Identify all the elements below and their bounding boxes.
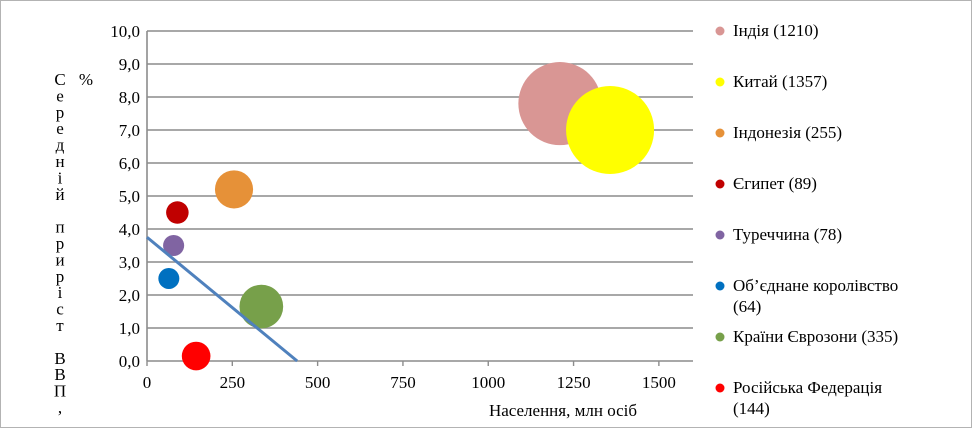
x-tick-label: 500 — [305, 373, 331, 392]
legend-label: Індонезія (255) — [733, 123, 842, 142]
trendline-layer — [146, 236, 299, 363]
bubble — [214, 170, 254, 209]
legend-item: Індонезія (255) — [715, 123, 842, 142]
x-tick-label: 750 — [390, 373, 416, 392]
legend-label: Китай (1357) — [733, 72, 827, 91]
legend-marker — [715, 332, 725, 342]
legend-item: Країни Єврозони (335) — [715, 327, 898, 346]
legend-marker — [715, 128, 725, 138]
legend-label: Об’єднане королівство (64) — [733, 276, 898, 316]
bubbles — [158, 62, 655, 371]
legend-label: Російська Федерація (144) — [733, 378, 882, 418]
legend-marker — [715, 179, 725, 189]
legend-item: Туреччина (78) — [715, 225, 842, 244]
y-tick-label: 6,0 — [119, 154, 140, 173]
y-tick-label: 3,0 — [119, 253, 140, 272]
legend-label: Єгипет (89) — [733, 174, 817, 193]
bubble — [566, 86, 655, 174]
x-tick-label: 1250 — [557, 373, 591, 392]
legend-item: Китай (1357) — [715, 72, 827, 91]
legend-marker — [715, 26, 725, 36]
y-tick-label: 4,0 — [119, 220, 140, 239]
y-tick-label: 8,0 — [119, 88, 140, 107]
y-tick-label: 9,0 — [119, 55, 140, 74]
y-tick-label: 7,0 — [119, 121, 140, 140]
bubble — [166, 201, 189, 224]
bubble — [181, 341, 211, 371]
legend-item: Індія (1210) — [715, 21, 819, 40]
legend-item: Єгипет (89) — [715, 174, 817, 193]
y-tick-label: 0,0 — [119, 352, 140, 371]
legend-label: Країни Єврозони (335) — [733, 327, 898, 346]
legend-item: Російська Федерація (144) — [715, 378, 882, 418]
y-tick-label: 2,0 — [119, 286, 140, 305]
bubble — [163, 234, 185, 257]
legend-label: Індія (1210) — [733, 21, 819, 40]
x-tick-label: 1000 — [471, 373, 505, 392]
legend-marker — [715, 281, 725, 291]
trendline — [146, 236, 299, 363]
legend-item: Об’єднане королівство (64) — [715, 276, 898, 316]
bubble — [239, 284, 284, 329]
legend: Індія (1210) Китай (1357) Індонезія (255) Є… — [715, 21, 898, 418]
x-tick-label: 1500 — [642, 373, 676, 392]
y-tick-label: 1,0 — [119, 319, 140, 338]
x-axis-label: Населення, млн осіб — [489, 401, 637, 420]
legend-label: Туреччина (78) — [733, 225, 842, 244]
x-tick-label: 250 — [220, 373, 246, 392]
x-tick-label: 0 — [143, 373, 152, 392]
legend-marker — [715, 230, 725, 240]
axes: 0,0 1,0 2,0 3,0 4,0 5,0 6,0 7,0 8,0 9,0 10,0 0 250 50… — [110, 22, 676, 392]
y-tick-label: 5,0 — [119, 187, 140, 206]
y-tick-label: 10,0 — [110, 22, 140, 41]
legend-marker — [715, 77, 725, 87]
bubble — [158, 268, 180, 289]
legend-marker — [715, 383, 725, 393]
